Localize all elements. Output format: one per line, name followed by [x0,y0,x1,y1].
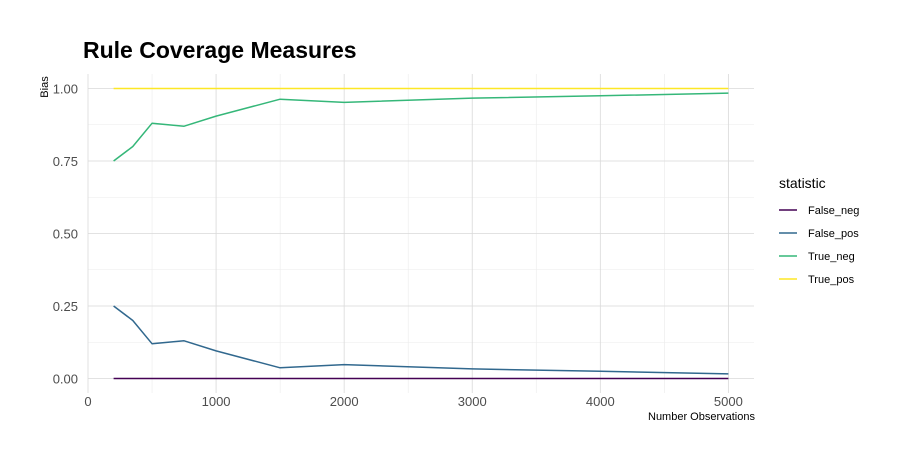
grid-major [87,74,754,393]
series-line-false-pos [113,305,729,375]
y-tick-label: 0.00 [53,372,78,387]
legend: statistic False_neg False_pos True_neg True… [779,175,859,286]
x-tick-label: 1000 [202,394,231,409]
legend-label-true-pos: True_pos [808,274,855,286]
series-lines [113,87,729,380]
y-axis-ticks: 0.00 0.25 0.50 0.75 1.00 [53,82,78,387]
legend-label-false-pos: False_pos [808,228,859,240]
series-line-true-neg [113,92,729,162]
legend-label-false-neg: False_neg [808,205,859,217]
y-axis-label: Bias [39,76,51,98]
x-tick-label: 0 [84,394,91,409]
y-tick-label: 0.75 [53,154,78,169]
y-tick-label: 1.00 [53,82,78,97]
y-tick-label: 0.50 [53,227,78,242]
x-axis-label: Number Observations [648,411,755,423]
x-tick-label: 2000 [330,394,359,409]
x-tick-label: 3000 [458,394,487,409]
y-tick-label: 0.25 [53,299,78,314]
x-tick-label: 5000 [714,394,743,409]
legend-title: statistic [779,175,826,191]
x-axis-ticks: 0 1000 2000 3000 4000 5000 [84,394,742,409]
x-tick-label: 4000 [586,394,615,409]
legend-label-true-neg: True_neg [808,251,855,263]
chart-title: Rule Coverage Measures [83,37,357,63]
